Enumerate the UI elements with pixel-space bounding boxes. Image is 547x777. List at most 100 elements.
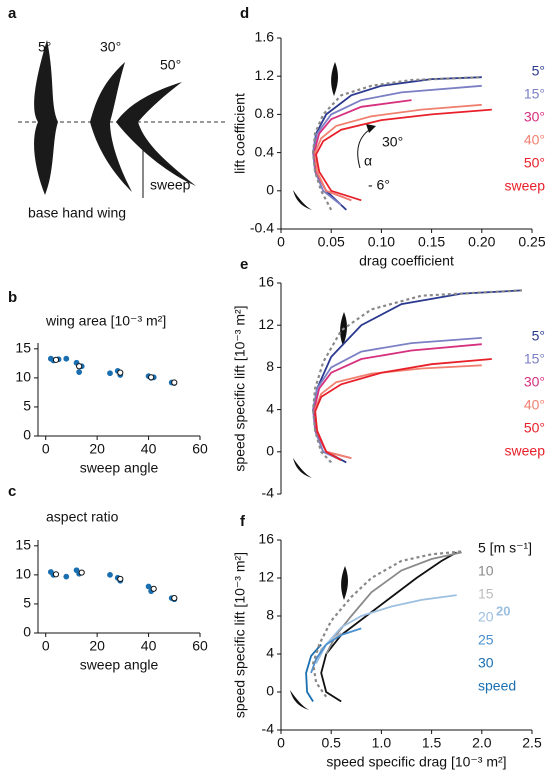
annotation: α (364, 153, 372, 169)
y-axis-label: speed specific lift [10⁻³ m²] (232, 552, 248, 718)
legend-entry: 20 (478, 609, 494, 625)
chart-title: wing area [10⁻³ m²] (45, 313, 166, 329)
point (63, 573, 70, 580)
sweep-marker (142, 150, 179, 198)
wing-icon (341, 566, 348, 600)
y-tick-label: 0 (266, 182, 274, 198)
y-tick-label: 0 (266, 683, 274, 699)
point (63, 355, 70, 362)
line (315, 108, 492, 202)
x-axis-label: speed specific drag [10⁻³ m²] (326, 754, 506, 770)
x-tick-label: 2.0 (472, 735, 492, 751)
annotation: - 6° (368, 177, 390, 193)
y-tick-label: -4 (262, 721, 275, 737)
sweep-label: sweep (150, 177, 191, 193)
mean-point (52, 356, 60, 363)
panel-letter: f (240, 513, 246, 530)
mean-point (171, 595, 178, 602)
legend-entry: 15° (524, 86, 545, 102)
legend-entry: 25 (478, 632, 494, 648)
x-axis-label: drag coefficient (359, 253, 454, 269)
line (314, 103, 482, 202)
reference-line (311, 289, 523, 464)
x-axis-label: sweep angle (80, 657, 159, 673)
point (107, 370, 113, 377)
line (314, 364, 482, 459)
y-tick-label: -0.4 (250, 220, 274, 236)
line (305, 643, 322, 702)
x-tick-label: 2.5 (522, 735, 542, 751)
x-tick-label: 0 (42, 638, 50, 654)
wing-icon (290, 690, 309, 710)
mean-point (150, 585, 157, 592)
mean-point (76, 363, 83, 370)
x-tick-label: 0.05 (318, 234, 345, 250)
legend-entry: 40° (524, 397, 545, 413)
y-tick-label: 1.6 (255, 29, 275, 45)
x-tick-label: 0.15 (418, 234, 445, 250)
legend-entry: 5° (532, 63, 545, 79)
x-tick-label: 40 (141, 441, 157, 457)
legend-entry: 50° (524, 420, 545, 436)
mean-point (52, 571, 60, 578)
x-tick-label: 0.25 (518, 234, 545, 250)
line (312, 337, 482, 462)
y-tick-label: 4 (266, 645, 274, 661)
arrow-head (366, 124, 376, 133)
angle-label: 5° (38, 39, 51, 55)
legend-title: sweep (505, 443, 546, 459)
reference-line (311, 76, 482, 211)
angle-label: 30° (100, 39, 121, 55)
annotation: 20 (496, 603, 510, 618)
y-tick-label: 0.4 (255, 143, 275, 159)
y-tick-label: 8 (266, 358, 274, 374)
mean-point (78, 569, 85, 576)
legend-entry: 10 (478, 563, 494, 579)
panel-letter: b (8, 289, 17, 306)
wing (90, 62, 132, 192)
wing-icon (293, 190, 312, 210)
point (107, 571, 113, 578)
line (320, 551, 458, 703)
legend-entry: 30° (524, 374, 545, 390)
point (145, 583, 152, 590)
wing-icon (331, 62, 338, 96)
y-tick-label: -4 (262, 485, 275, 501)
legend-entry: 5 [m s⁻¹] (478, 540, 532, 556)
x-tick-label: 60 (192, 638, 208, 654)
line (325, 551, 462, 655)
x-tick-label: 0 (277, 234, 285, 250)
line (310, 627, 362, 674)
x-tick-label: 20 (89, 441, 105, 457)
panel-letter: e (240, 256, 248, 273)
base-label: base hand wing (28, 205, 126, 221)
mean-point (171, 379, 178, 386)
y-tick-label: 12 (258, 316, 274, 332)
y-tick-label: 8 (266, 607, 274, 623)
y-tick-label: 0 (23, 624, 31, 640)
y-tick-label: 0 (266, 443, 274, 459)
line (314, 358, 492, 461)
y-axis-label: lift coefficient (232, 93, 248, 174)
y-tick-label: 10 (15, 566, 31, 582)
x-tick-label: 0 (277, 735, 285, 751)
legend-entry: 50° (524, 155, 545, 171)
mean-point (148, 374, 155, 381)
legend-entry: 15 (478, 586, 494, 602)
y-tick-label: 10 (15, 369, 31, 385)
legend-entry: 15° (524, 351, 545, 367)
x-tick-label: 0.20 (468, 234, 495, 250)
wing-icon (293, 458, 312, 478)
point (76, 369, 83, 375)
angle-label: 50° (160, 57, 181, 73)
panel-letter: a (8, 5, 17, 22)
panel-letter: d (240, 5, 249, 22)
x-tick-label: 1.0 (372, 735, 392, 751)
y-tick-label: 12 (258, 569, 274, 585)
annotation: 30° (382, 134, 403, 150)
y-tick-label: 0.8 (255, 105, 275, 121)
panel-letter: c (8, 483, 16, 500)
legend-title: speed (478, 678, 516, 694)
x-tick-label: 40 (141, 638, 157, 654)
